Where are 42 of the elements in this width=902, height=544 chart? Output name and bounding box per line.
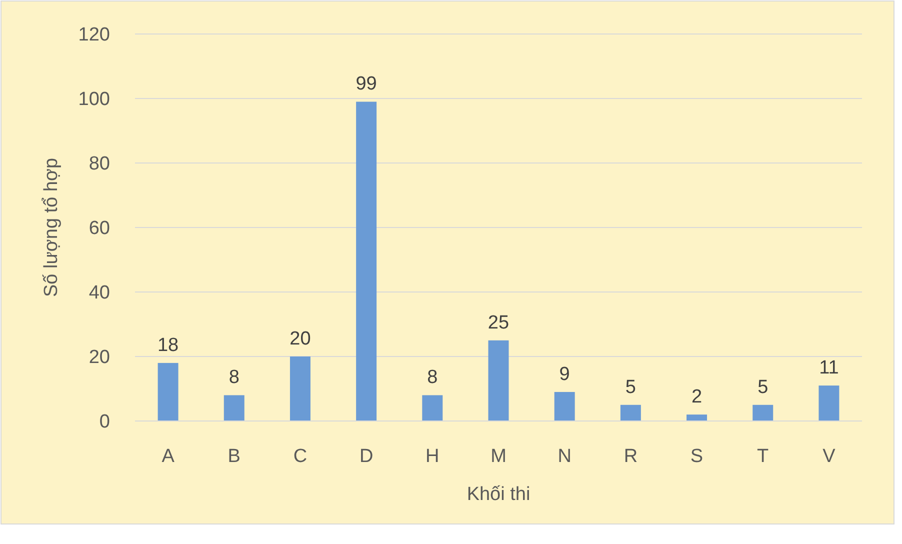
bar (686, 414, 708, 421)
data-label: 8 (427, 367, 438, 388)
y-tick-label: 20 (88, 347, 110, 368)
data-label: 8 (228, 367, 240, 388)
x-tick-label: B (228, 446, 240, 467)
x-tick-label: D (359, 446, 374, 467)
data-label: 5 (625, 376, 636, 398)
data-label: 11 (819, 358, 839, 379)
y-axis-title: Số lượng tổ hợp (41, 158, 62, 298)
x-tick-label: T (757, 446, 770, 467)
data-label: 99 (356, 74, 377, 95)
y-tick-label: 40 (88, 282, 110, 304)
bar (422, 395, 443, 421)
x-tick-label: N (558, 446, 572, 467)
data-label: 18 (157, 334, 179, 356)
bar (620, 404, 641, 421)
y-tick-label: 0 (99, 412, 110, 433)
bar (554, 392, 575, 421)
x-axis-title: Khối thi (466, 484, 530, 505)
data-label: 2 (691, 386, 702, 408)
bar (752, 404, 774, 421)
bar (224, 395, 244, 421)
y-tick-label: 60 (88, 218, 110, 240)
bar (158, 362, 178, 421)
x-tick-label: V (822, 446, 836, 467)
x-tick-label: S (690, 446, 704, 467)
data-label: 25 (488, 312, 510, 334)
data-label: 9 (559, 364, 570, 385)
bar (290, 356, 310, 421)
bar (818, 386, 840, 421)
data-label: 5 (758, 376, 768, 398)
x-tick-label: R (624, 446, 638, 467)
y-tick-label: 120 (78, 24, 110, 46)
y-tick-label: 80 (88, 154, 110, 175)
bar (488, 340, 509, 421)
x-tick-label: M (490, 446, 506, 467)
bar (356, 102, 377, 421)
x-tick-label: A (162, 446, 175, 467)
x-tick-label: H (426, 446, 440, 467)
data-label: 20 (290, 328, 311, 350)
x-tick-label: C (293, 446, 308, 467)
y-tick-label: 100 (78, 89, 110, 110)
